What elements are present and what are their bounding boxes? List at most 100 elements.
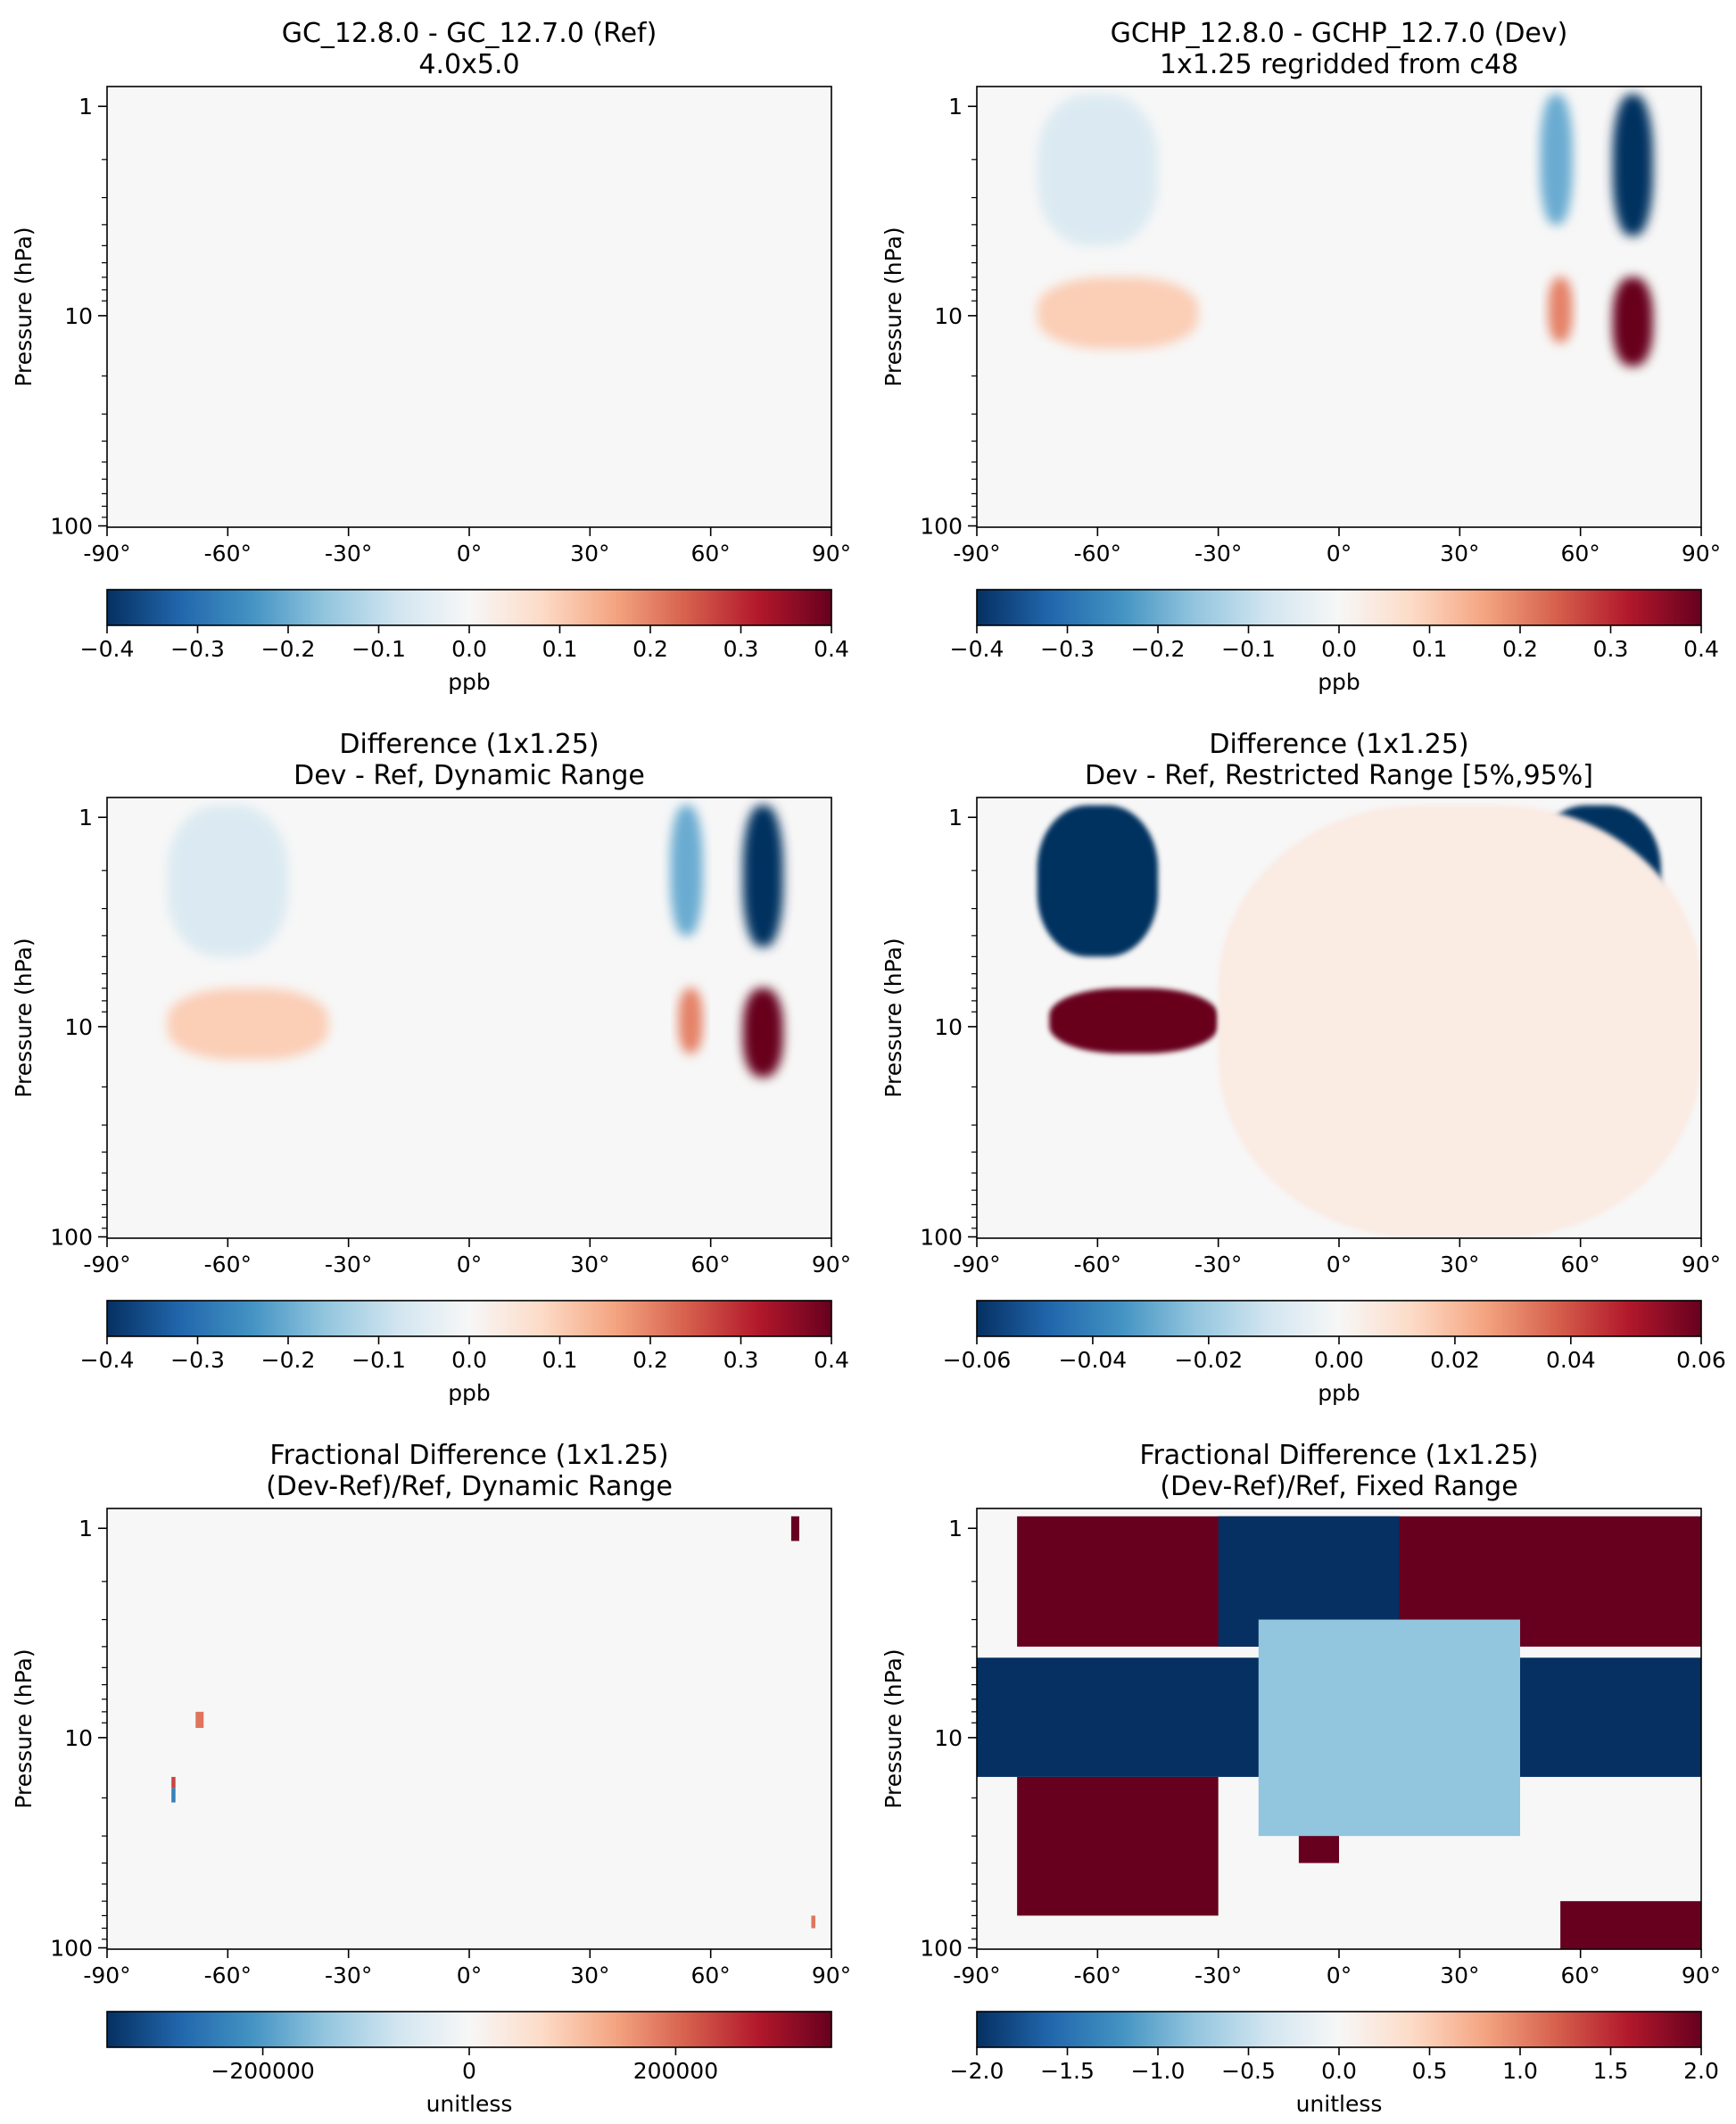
colorbar-tick-label: −0.4 — [950, 636, 1004, 662]
colorbar-tick-label: 0.0 — [451, 636, 487, 662]
panel-title-line2: 4.0x5.0 — [418, 49, 519, 80]
x-tick-label: -30° — [1195, 1963, 1242, 1988]
colorbar-tick-label: −0.06 — [943, 1347, 1012, 1373]
colorbar-tick-label: −1.5 — [1040, 2058, 1095, 2084]
y-tick-label: 10 — [64, 1725, 93, 1751]
heatmap-feature — [1037, 277, 1199, 350]
heatmap-feature — [1258, 1619, 1520, 1837]
y-axis-label: Pressure (hPa) — [880, 227, 906, 386]
heatmap-plot — [976, 1508, 1702, 1950]
colorbar-tick-label: 0 — [462, 2058, 476, 2084]
colorbar-tick-label: −0.3 — [170, 636, 225, 662]
y-tick-label: 1 — [79, 805, 93, 831]
colorbar-tick-label: 0.3 — [1593, 636, 1629, 662]
x-tick-label: -30° — [325, 1252, 372, 1277]
y-tick-label: 1 — [948, 1516, 963, 1541]
heatmap-feature — [1612, 277, 1653, 367]
colorbar-label: ppb — [1318, 1380, 1360, 1406]
colorbar-tick-label: 0.00 — [1314, 1347, 1364, 1373]
x-tick-label: 60° — [691, 541, 731, 566]
colorbar-tick-label: −2.0 — [950, 2058, 1004, 2084]
heatmap-feature — [1548, 277, 1573, 343]
colorbar-label: unitless — [1296, 2091, 1383, 2117]
y-axis-label: Pressure (hPa) — [880, 938, 906, 1097]
x-tick-label: 30° — [1440, 1252, 1479, 1277]
colorbar-tick-label: −0.1 — [1221, 636, 1276, 662]
x-tick-label: -30° — [325, 1963, 372, 1988]
heatmap-feature — [670, 805, 703, 936]
colorbar-tick-label: 1.5 — [1593, 2058, 1629, 2084]
colorbar — [977, 590, 1701, 625]
x-tick-label: 90° — [812, 1252, 851, 1277]
y-axis-label: Pressure (hPa) — [11, 227, 37, 386]
y-axis-label: Pressure (hPa) — [880, 1649, 906, 1808]
x-tick-label: 90° — [1682, 1963, 1721, 1988]
heatmap-field — [1037, 94, 1653, 367]
heatmap-feature — [1017, 1776, 1219, 1916]
colorbar-tick-label: 0.02 — [1430, 1347, 1480, 1373]
colorbar-tick-label: 0.04 — [1546, 1347, 1596, 1373]
y-tick-label: 100 — [920, 514, 963, 540]
panel-title-line2: Dev - Ref, Dynamic Range — [293, 760, 645, 791]
heatmap-feature — [1612, 94, 1653, 236]
panel-title-line2: (Dev-Ref)/Ref, Dynamic Range — [266, 1471, 673, 1502]
heatmap-feature — [171, 1788, 176, 1803]
heatmap-field — [167, 805, 783, 1078]
panel-2: GCHP_12.8.0 - GCHP_12.7.0 (Dev)1x1.25 re… — [880, 18, 1721, 695]
colorbar-tick-label: 0.4 — [814, 1347, 849, 1373]
x-tick-label: 60° — [691, 1963, 731, 1988]
x-tick-label: 90° — [812, 541, 851, 566]
colorbar-tick-label: 1.0 — [1502, 2058, 1538, 2084]
colorbar-label: ppb — [448, 669, 491, 695]
x-tick-label: 0° — [457, 1963, 482, 1988]
y-tick-label: 100 — [920, 1225, 963, 1251]
x-tick-label: -60° — [1074, 1963, 1121, 1988]
x-tick-label: -90° — [83, 1252, 130, 1277]
colorbar — [107, 1301, 831, 1336]
y-tick-label: 10 — [934, 303, 963, 329]
colorbar-tick-label: −0.02 — [1175, 1347, 1244, 1373]
colorbar-tick-label: 0.3 — [723, 1347, 759, 1373]
colorbar-tick-label: 0.2 — [1502, 636, 1538, 662]
y-tick-label: 100 — [50, 1225, 93, 1251]
colorbar — [107, 2012, 831, 2047]
y-tick-label: 10 — [934, 1725, 963, 1751]
x-tick-label: 0° — [457, 541, 482, 566]
x-tick-label: 60° — [1561, 1252, 1600, 1277]
heatmap-feature — [1560, 1901, 1701, 1949]
panel-title-line1: GCHP_12.8.0 - GCHP_12.7.0 (Dev) — [1111, 18, 1568, 49]
y-tick-label: 1 — [948, 94, 963, 120]
x-tick-label: 30° — [570, 1963, 609, 1988]
heatmap-plot — [976, 797, 1702, 1239]
x-tick-label: 30° — [570, 1252, 609, 1277]
y-tick-label: 10 — [64, 1014, 93, 1040]
colorbar-tick-label: 0.1 — [542, 636, 578, 662]
heatmap-feature — [1037, 94, 1158, 246]
panel-3: Difference (1x1.25)Dev - Ref, Dynamic Ra… — [11, 729, 851, 1406]
panel-title-line2: Dev - Ref, Restricted Range [5%,95%] — [1085, 760, 1593, 791]
colorbar-tick-label: −0.1 — [351, 1347, 406, 1373]
heatmap-feature — [790, 1516, 799, 1541]
x-tick-label: -60° — [1074, 541, 1121, 566]
colorbar-tick-label: −0.1 — [351, 636, 406, 662]
panel-6: Fractional Difference (1x1.25)(Dev-Ref)/… — [880, 1440, 1721, 2117]
panel-5: Fractional Difference (1x1.25)(Dev-Ref)/… — [11, 1440, 851, 2117]
panel-title-line1: GC_12.8.0 - GC_12.7.0 (Ref) — [282, 18, 657, 49]
y-tick-label: 100 — [50, 514, 93, 540]
colorbar-tick-label: −0.3 — [1040, 636, 1095, 662]
colorbar — [977, 2012, 1701, 2047]
y-axis-label: Pressure (hPa) — [11, 1649, 37, 1808]
heatmap-field — [171, 1516, 815, 1929]
x-tick-label: -60° — [204, 1252, 252, 1277]
heatmap-feature — [811, 1915, 815, 1929]
x-tick-label: 90° — [1682, 541, 1721, 566]
y-tick-label: 1 — [79, 1516, 93, 1541]
panel-title-line1: Fractional Difference (1x1.25) — [269, 1440, 668, 1471]
colorbar-tick-label: 0.4 — [1683, 636, 1719, 662]
y-tick-label: 10 — [64, 303, 93, 329]
x-tick-label: -30° — [325, 541, 372, 566]
heatmap-feature — [167, 805, 288, 957]
x-tick-label: -90° — [953, 1963, 1000, 1988]
colorbar-label: ppb — [1318, 669, 1360, 695]
colorbar-tick-label: 0.0 — [451, 1347, 487, 1373]
